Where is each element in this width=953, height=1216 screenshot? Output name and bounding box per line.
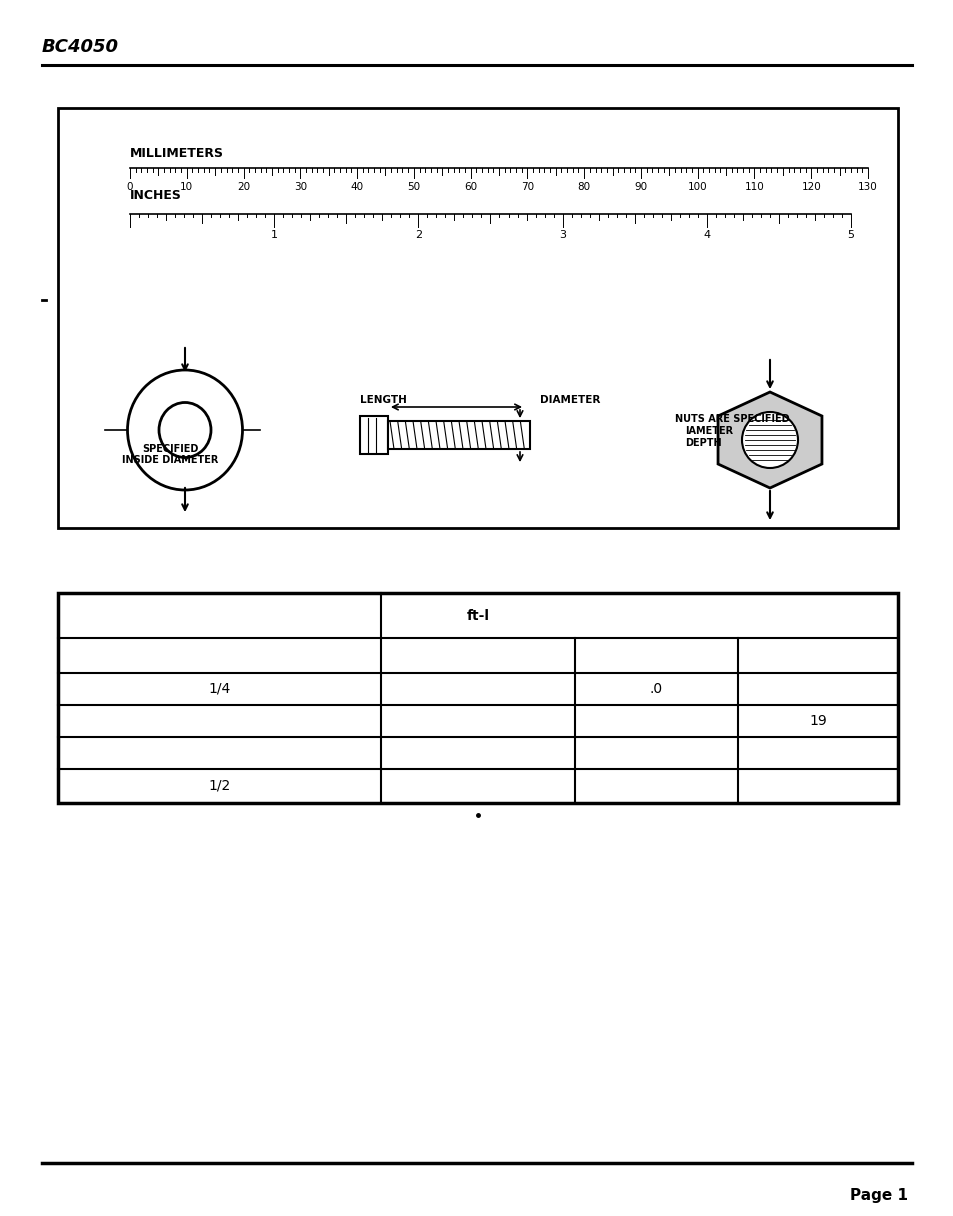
Text: 20: 20 [236,182,250,192]
Text: 80: 80 [577,182,590,192]
Text: 0: 0 [127,182,133,192]
Text: 5: 5 [846,230,854,240]
Text: DEPTH: DEPTH [684,438,720,447]
Bar [58,108,897,528]
Text: NUTS ARE SPECIFIED: NUTS ARE SPECIFIED [675,413,789,424]
Polygon shape [718,392,821,488]
Ellipse shape [128,370,242,490]
Text: INCHES: INCHES [130,188,182,202]
Text: SPECIFIED: SPECIFIED [142,444,198,454]
Text: INSIDE DIAMETER: INSIDE DIAMETER [122,455,218,465]
Text: LENGTH: LENGTH [359,395,406,405]
Text: 19: 19 [808,714,826,728]
Text: IAMETER: IAMETER [684,426,732,437]
Text: 130: 130 [858,182,877,192]
Text: ft-l: ft-l [466,608,489,623]
Text: 4: 4 [702,230,710,240]
Text: 120: 120 [801,182,821,192]
Text: 2: 2 [415,230,421,240]
Text: .0: .0 [649,682,662,696]
Text: 70: 70 [520,182,534,192]
Text: 30: 30 [294,182,307,192]
Text: 100: 100 [687,182,707,192]
Text: 110: 110 [743,182,763,192]
Text: 10: 10 [180,182,193,192]
Text: 50: 50 [407,182,420,192]
Text: 1/2: 1/2 [209,779,231,793]
Text: 3: 3 [558,230,565,240]
Text: 1: 1 [271,230,277,240]
Bar [388,421,530,449]
Text: Page 1: Page 1 [849,1188,907,1203]
Circle shape [741,412,797,468]
Text: BC4050: BC4050 [42,38,119,56]
Text: 1/4: 1/4 [209,682,231,696]
Text: DIAMETER: DIAMETER [539,395,599,405]
Bar [58,593,897,803]
Bar [359,416,388,454]
Text: MILLIMETERS: MILLIMETERS [130,147,224,161]
Text: 90: 90 [634,182,647,192]
Text: 60: 60 [463,182,476,192]
Text: 40: 40 [350,182,363,192]
